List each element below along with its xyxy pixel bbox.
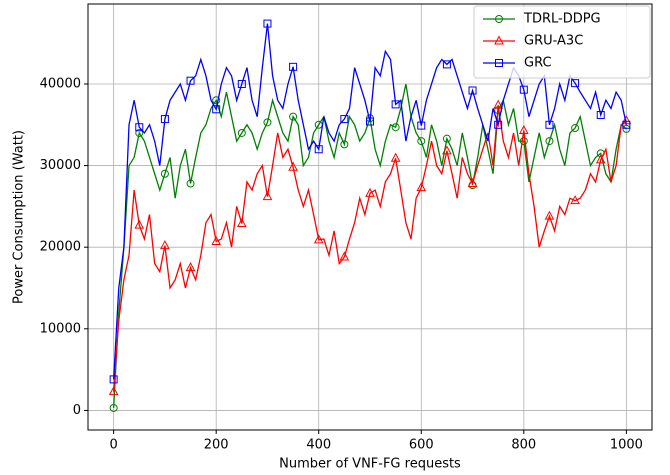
y-axis-label: Power Consumption (Watt) (12, 130, 27, 304)
legend-label: TDRL-DDPG (523, 12, 601, 27)
marker (595, 154, 606, 164)
marker (340, 115, 349, 124)
marker (442, 60, 451, 69)
x-tick-label: 800 (511, 438, 536, 453)
y-tick-label: 40000 (40, 76, 81, 91)
y-tick-label: 10000 (40, 321, 81, 336)
marker (390, 152, 401, 162)
marker (288, 161, 298, 171)
marker (236, 217, 247, 228)
marker (417, 137, 426, 146)
marker (109, 375, 118, 384)
marker (391, 100, 400, 109)
marker (289, 112, 298, 121)
y-tick-label: 20000 (40, 240, 81, 255)
marker (416, 182, 427, 192)
marker (571, 124, 580, 133)
marker (237, 79, 246, 88)
x-tick-label: 0 (109, 438, 117, 453)
x-tick-label: 600 (409, 438, 434, 453)
marker (212, 105, 221, 114)
series-line (112, 23, 628, 380)
legend: TDRL-DDPG GRU-A3C GRC (473, 5, 651, 79)
y-tick-label: 0 (73, 403, 81, 418)
legend-box (473, 5, 651, 79)
marker (467, 177, 478, 188)
marker (442, 134, 451, 143)
marker (518, 124, 529, 134)
legend-label: GRU-A3C (524, 34, 583, 49)
x-tick-label: 200 (204, 438, 229, 453)
marker (109, 403, 118, 412)
marker (519, 137, 528, 146)
marker (160, 169, 169, 178)
marker (262, 191, 273, 201)
marker (263, 118, 272, 127)
y-tick-label: 30000 (40, 158, 81, 173)
marker (135, 128, 144, 137)
marker (314, 145, 323, 154)
legend-label: GRC (524, 56, 552, 71)
marker (211, 235, 222, 245)
marker (442, 145, 452, 155)
marker (313, 234, 324, 244)
marker (289, 62, 298, 71)
marker (391, 123, 400, 132)
marker (545, 137, 554, 146)
marker (366, 117, 374, 126)
series-line (112, 83, 627, 409)
marker (468, 86, 477, 95)
marker (134, 219, 145, 229)
marker (185, 262, 196, 272)
marker (135, 123, 144, 132)
marker (339, 251, 350, 261)
x-tick-label: 1000 (610, 438, 643, 453)
marker (494, 120, 503, 129)
marker (160, 240, 170, 250)
legend-marker (494, 35, 504, 45)
marker (108, 386, 119, 396)
marker (493, 99, 504, 109)
marker (212, 96, 221, 105)
marker (340, 140, 349, 149)
marker (596, 110, 605, 119)
marker (571, 79, 580, 88)
marker (570, 195, 580, 205)
marker (160, 115, 169, 124)
x-tick-label: 400 (306, 438, 331, 453)
marker (186, 76, 195, 85)
marker (622, 120, 631, 129)
marker (186, 179, 195, 188)
marker (417, 121, 426, 130)
marker (622, 124, 631, 133)
marker (519, 85, 528, 94)
series-line (112, 105, 627, 392)
marker (237, 128, 246, 137)
marker (545, 120, 554, 129)
marker (263, 19, 272, 28)
legend-marker (495, 59, 503, 67)
x-axis-label: Number of VNF-FG requests (279, 457, 461, 472)
marker (365, 187, 375, 197)
marker (544, 210, 555, 220)
plot-frame (87, 3, 653, 431)
legend-marker (495, 15, 503, 23)
